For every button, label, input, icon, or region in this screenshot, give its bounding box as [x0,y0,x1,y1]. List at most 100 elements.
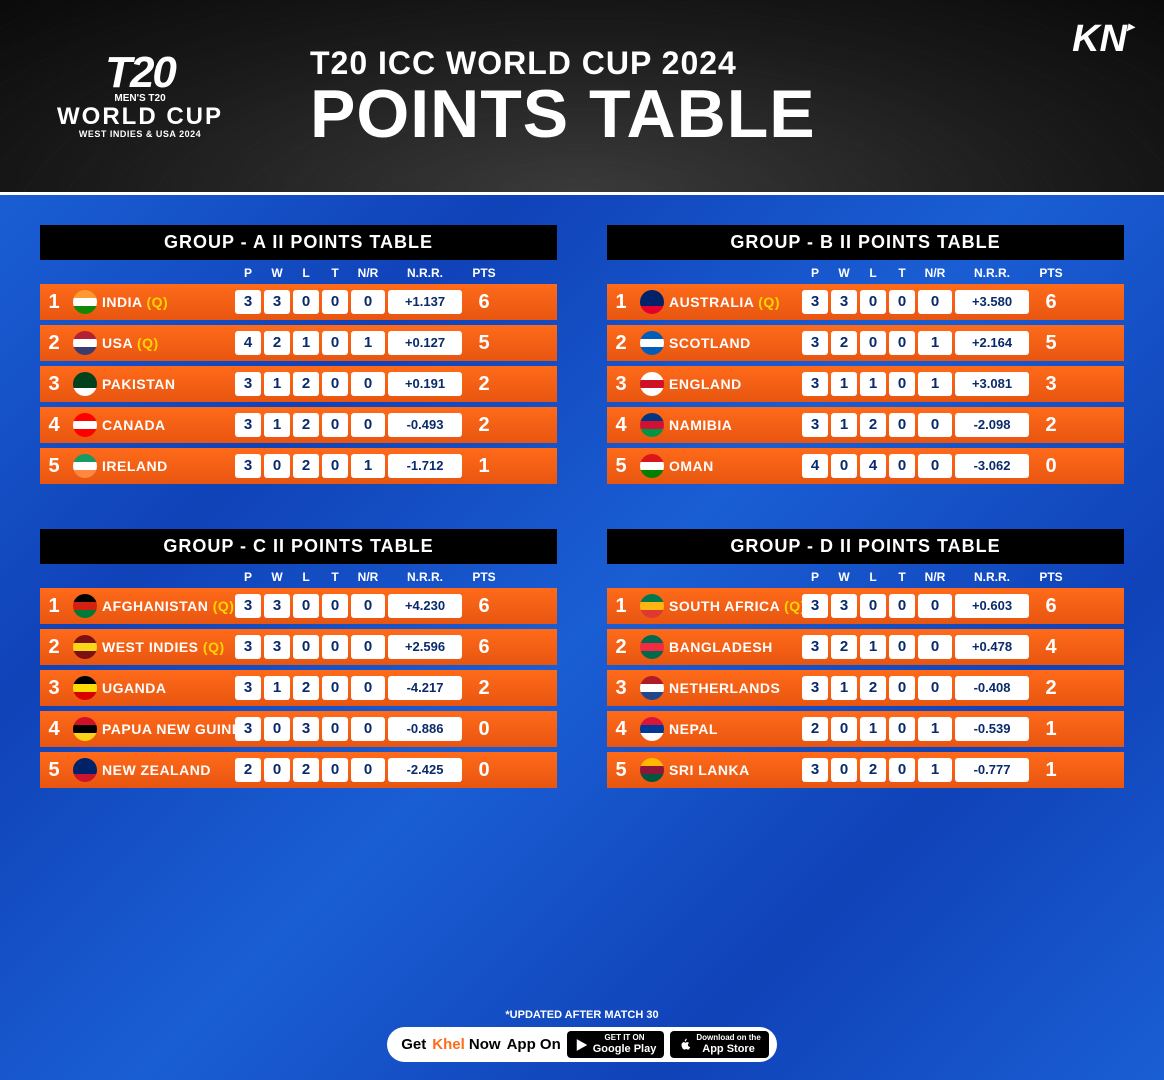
no-result: 1 [918,372,952,396]
lost: 1 [860,635,886,659]
app-pill[interactable]: Get Khel Now App On GET IT ONGoogle Play… [387,1027,777,1062]
rank: 4 [607,718,635,741]
col-header: N/R [351,266,385,280]
played: 3 [235,594,261,618]
lost: 2 [293,372,319,396]
rank: 4 [40,414,68,437]
won: 3 [264,635,290,659]
flag-icon [73,290,97,314]
played: 4 [802,454,828,478]
net-run-rate: -0.539 [955,717,1029,741]
net-run-rate: +0.603 [955,594,1029,618]
table-row: 4 NEPAL 2 0 1 0 1 -0.539 1 [607,711,1124,747]
column-headers: PWLTN/RN.R.R.PTS [607,260,1124,284]
lost: 2 [860,758,886,782]
played: 3 [235,717,261,741]
flag-icon [73,331,97,355]
tied: 0 [889,413,915,437]
points: 6 [1032,291,1070,314]
tied: 0 [322,331,348,355]
rank: 3 [607,373,635,396]
rank: 5 [40,455,68,478]
net-run-rate: +0.127 [388,331,462,355]
team-name: SCOTLAND [669,335,799,351]
icc-logo: T20 MEN'S T20 WORLD CUP WEST INDIES & US… [40,53,240,139]
table-row: 3 UGANDA 3 1 2 0 0 -4.217 2 [40,670,557,706]
tied: 0 [322,594,348,618]
google-play-badge[interactable]: GET IT ONGoogle Play [567,1031,665,1058]
lost: 2 [860,676,886,700]
col-header: N.R.R. [388,570,462,584]
no-result: 1 [351,454,385,478]
table-row: 2 WEST INDIES (Q) 3 3 0 0 0 +2.596 6 [40,629,557,665]
team-name: NETHERLANDS [669,680,799,696]
points: 1 [465,455,503,478]
won: 1 [264,372,290,396]
tied: 0 [322,635,348,659]
flag-icon [73,676,97,700]
points: 6 [1032,595,1070,618]
table-row: 3 PAKISTAN 3 1 2 0 0 +0.191 2 [40,366,557,402]
rank: 4 [40,718,68,741]
col-header: T [889,570,915,584]
group-header: GROUP - B II POINTS TABLE [607,225,1124,260]
no-result: 0 [351,413,385,437]
content-area: GROUP - A II POINTS TABLE PWLTN/RN.R.R.PT… [0,195,1164,1080]
lost: 1 [293,331,319,355]
lost: 2 [293,758,319,782]
played: 3 [802,372,828,396]
points: 1 [1032,718,1070,741]
lost: 2 [293,676,319,700]
net-run-rate: -0.408 [955,676,1029,700]
col-header: N/R [918,570,952,584]
flag-icon [640,717,664,741]
team-name: PAPUA NEW GUINEA [102,721,232,737]
rank: 1 [40,595,68,618]
col-header: T [322,570,348,584]
tied: 0 [889,594,915,618]
group-table: GROUP - A II POINTS TABLEPWLTN/RN.R.R.PT… [40,225,557,489]
column-headers: PWLTN/RN.R.R.PTS [607,564,1124,588]
points: 0 [465,718,503,741]
net-run-rate: +1.137 [388,290,462,314]
groups-grid: GROUP - A II POINTS TABLE PWLTN/RN.R.R.PT… [40,225,1124,793]
no-result: 0 [351,290,385,314]
flag-icon [640,758,664,782]
no-result: 0 [918,676,952,700]
lost: 1 [860,372,886,396]
played: 3 [235,635,261,659]
col-header: T [322,266,348,280]
no-result: 1 [918,331,952,355]
app-store-badge[interactable]: Download on theApp Store [670,1031,768,1058]
team-name: UGANDA [102,680,232,696]
qualified-badge: (Q) [146,294,168,310]
play-icon [575,1038,589,1052]
team-name: WEST INDIES (Q) [102,639,232,655]
group-header: GROUP - D II POINTS TABLE [607,529,1124,564]
net-run-rate: -3.062 [955,454,1029,478]
won: 0 [264,454,290,478]
points: 0 [1032,455,1070,478]
qualified-badge: (Q) [213,598,235,614]
played: 3 [235,413,261,437]
tied: 0 [889,758,915,782]
won: 1 [831,413,857,437]
played: 3 [802,594,828,618]
net-run-rate: +0.478 [955,635,1029,659]
points: 2 [465,373,503,396]
team-name: SRI LANKA [669,762,799,778]
rank: 5 [607,455,635,478]
rank: 1 [607,291,635,314]
lost: 0 [860,290,886,314]
won: 0 [831,758,857,782]
col-header: PTS [465,570,503,584]
team-name: PAKISTAN [102,376,232,392]
team-name: BANGLADESH [669,639,799,655]
col-header: PTS [1032,266,1070,280]
tied: 0 [889,635,915,659]
apple-icon [678,1038,692,1052]
won: 3 [831,594,857,618]
won: 1 [264,413,290,437]
group-header: GROUP - A II POINTS TABLE [40,225,557,260]
col-header: W [264,266,290,280]
